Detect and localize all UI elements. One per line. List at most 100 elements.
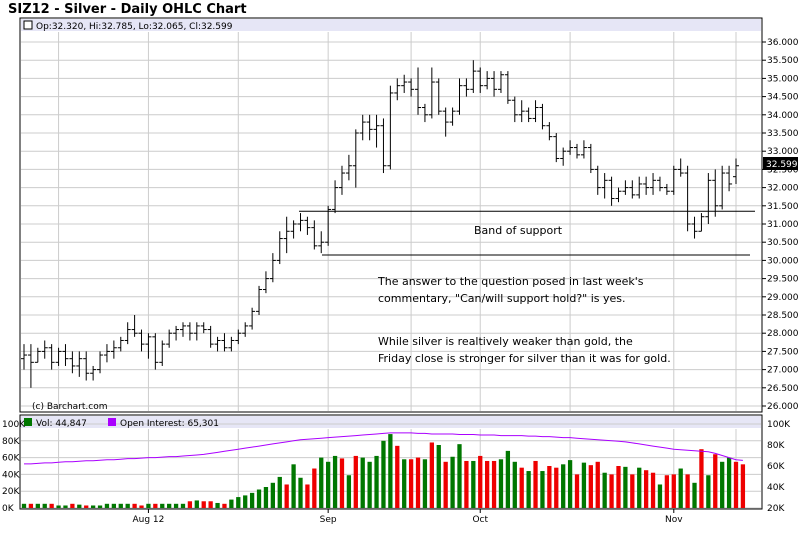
volume-bar (153, 503, 158, 508)
volume-bar (395, 445, 400, 508)
ohlc-bar (560, 147, 567, 166)
volume-bar (443, 461, 448, 508)
ohlc-readout: Op:32.320, Hi:32.785, Lo:32.065, Cl:32.5… (36, 22, 233, 32)
volume-bar (561, 464, 566, 508)
open-interest-line (24, 432, 743, 465)
volume-bar (519, 467, 524, 508)
volume-bar (167, 503, 172, 508)
ohlc-bar (41, 340, 48, 359)
ohlc-bar (484, 71, 491, 90)
volume-bar (374, 455, 379, 508)
ohlc-bar (380, 118, 387, 174)
ohlc-bar (525, 107, 532, 123)
ohlc-bar (90, 365, 97, 381)
ohlc-bar (214, 336, 221, 352)
watermark: (c) Barchart.com (32, 402, 108, 412)
volume-bar (471, 460, 476, 508)
volume-bar (332, 455, 338, 508)
volume-bar (726, 457, 732, 508)
ohlc-bar (269, 253, 276, 283)
volume-bar (326, 461, 331, 508)
x-axis: Aug 12 Sep Oct Nov (132, 509, 683, 525)
volume-bar (215, 502, 220, 508)
ohlc-bar (262, 271, 269, 294)
ohlc-bar (283, 216, 290, 254)
price-tick-label: 26.000 (767, 402, 799, 412)
volume-tick-label-left: 20K (2, 487, 20, 497)
ohlc-bar (173, 325, 180, 341)
ohlc-bar (179, 322, 186, 337)
volume-tick-label-left: 100K (2, 420, 26, 430)
volume-bar (104, 503, 110, 508)
volume-bar (256, 489, 262, 508)
price-bars (21, 60, 739, 388)
volume-bar (485, 460, 490, 508)
ohlc-bar (477, 67, 484, 93)
ohlc-bar (663, 183, 670, 195)
volume-y-ticks-left: 100K 80K 60K 40K 20K 0K (2, 420, 26, 514)
price-tick-label: 35.500 (767, 56, 799, 66)
ohlc-bar (304, 216, 311, 235)
ohlc-bar (311, 220, 318, 250)
volume-bar (699, 449, 704, 508)
volume-bar (457, 444, 462, 508)
volume-bar (42, 503, 47, 508)
ohlc-bar (491, 71, 498, 97)
price-tick-label: 31.500 (767, 202, 799, 212)
oi-legend: Open Interest: 65,301 (120, 419, 219, 429)
price-tick-label: 34.500 (767, 93, 799, 103)
ohlc-bar (629, 180, 636, 199)
ohlc-bar (428, 67, 435, 119)
ohlc-bar (670, 165, 677, 195)
volume-bar (415, 457, 421, 508)
oi-tick-label-right: 20K (767, 504, 785, 514)
ohlc-bar (48, 344, 55, 370)
ohlc-bar (449, 107, 456, 126)
volume-bar (187, 501, 193, 508)
x-tick-label: Oct (472, 515, 488, 525)
ohlc-bar (83, 351, 90, 381)
volume-bar (21, 503, 27, 508)
volume-bar (35, 503, 40, 508)
ohlc-bar (684, 165, 691, 232)
volume-bar (740, 464, 746, 508)
ohlc-bar (138, 329, 145, 352)
volume-tick-label-left: 80K (2, 437, 20, 447)
volume-bar (533, 460, 538, 508)
ohlc-bar (159, 340, 166, 366)
ohlc-bar (345, 154, 352, 181)
volume-bar (388, 434, 393, 508)
ohlc-bar (297, 213, 304, 232)
ohlc-bar (117, 336, 124, 352)
volume-bar (77, 504, 82, 508)
volume-bar (671, 474, 676, 508)
volume-bar (180, 503, 186, 508)
ohlc-bar (719, 165, 726, 210)
volume-bar (498, 459, 504, 508)
note-line-1: The answer to the question posed in last… (377, 275, 644, 288)
ohlc-bar (435, 78, 442, 115)
price-tick-label: 32.500 (767, 165, 799, 175)
volume-bar (194, 500, 199, 508)
ohlc-bar (34, 347, 41, 363)
ohlc-bar (650, 173, 657, 195)
volume-bar (657, 484, 663, 508)
volume-bar (132, 503, 137, 508)
ohlc-bar (242, 322, 249, 337)
ohlc-bar (193, 322, 200, 341)
price-tick-label: 26.500 (767, 384, 799, 394)
ohlc-bar (677, 158, 684, 177)
chart-title: SIZ12 - Silver - Daily OHLC Chart (8, 2, 247, 17)
oi-tick-label-right: 100K (767, 420, 791, 430)
volume-bar (360, 457, 365, 508)
ohlc-bar (352, 129, 359, 188)
volume-bar (243, 495, 248, 508)
oi-tick-label-right: 80K (767, 441, 785, 451)
price-tick-label: 36.000 (767, 38, 799, 48)
price-tick-label: 27.000 (767, 366, 799, 376)
volume-bar (111, 503, 117, 508)
volume-bar (478, 455, 483, 508)
note-line-4: Friday close is stronger for silver than… (378, 352, 671, 365)
price-tick-label: 34.000 (767, 111, 799, 121)
volume-bar (664, 475, 670, 508)
